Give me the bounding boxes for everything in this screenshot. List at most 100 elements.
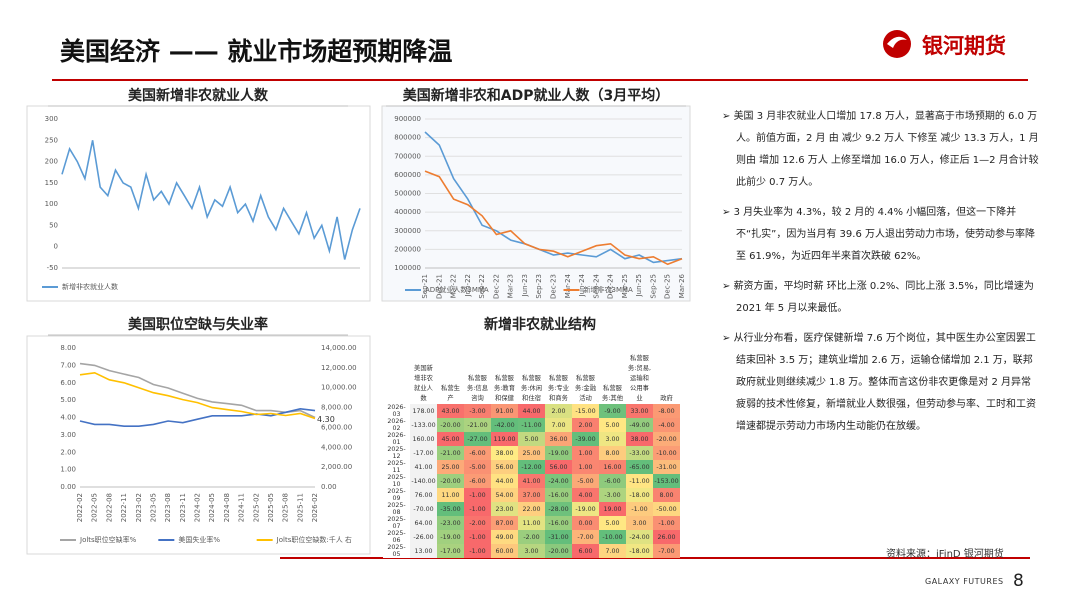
- table-row: 2025-09 76.00 11.00 -1.00 54.00 37.00 -16.00 4.…: [383, 488, 680, 502]
- date-cell: 2025-11: [383, 460, 410, 474]
- y2-tick-label: 2,000.00: [321, 463, 352, 471]
- y-tick-label: 400000: [394, 208, 421, 216]
- x-tick-label: 2022-05: [91, 493, 99, 522]
- date-cell: 2025-12: [383, 446, 410, 460]
- date-cell: 2025-06: [383, 530, 410, 544]
- annotation: 4.30: [317, 415, 335, 424]
- value-cell: 25.00: [437, 460, 464, 474]
- value-cell: 64.00: [410, 516, 437, 530]
- value-cell: 3.00: [518, 544, 545, 558]
- value-cell: -17.00: [410, 446, 437, 460]
- logo-swoosh: [887, 36, 907, 48]
- value-cell: -2.00: [464, 516, 491, 530]
- value-cell: -21.00: [437, 446, 464, 460]
- y-tick-label: 800000: [394, 134, 421, 142]
- y2-tick-label: 8,000.00: [321, 404, 352, 412]
- value-cell: -31.00: [545, 530, 572, 544]
- value-cell: 56.00: [545, 460, 572, 474]
- value-cell: 38.00: [626, 432, 653, 446]
- header-cell: 私营服务:金融活动: [574, 375, 596, 402]
- x-tick-label: Dec-24: [607, 273, 615, 299]
- value-cell: -140.00: [410, 474, 437, 488]
- value-cell: -1.00: [464, 502, 491, 516]
- x-tick-label: 2023-08: [164, 493, 172, 522]
- value-cell: -27.00: [464, 432, 491, 446]
- header-cell: 美国新增非农就业人数: [414, 365, 433, 402]
- table-row: 2025-10 -140.00 -20.00 -6.00 44.00 41.00 -24.0…: [383, 474, 680, 488]
- value-cell: 22.00: [518, 502, 545, 516]
- y-tick-label: 300000: [394, 227, 421, 235]
- date-cell: 2025-09: [383, 488, 410, 502]
- value-cell: 56.00: [491, 460, 518, 474]
- y-tick-label: 3.00: [60, 431, 76, 439]
- value-cell: -42.00: [491, 418, 518, 432]
- header-row: 美国新增非农就业人数 私营生产 私营服务:信息咨询 私营服务:教育和保健 私营服务:休闲…: [383, 340, 680, 404]
- x-tick-label: 2023-11: [179, 493, 187, 522]
- value-cell: 11.00: [437, 488, 464, 502]
- value-cell: -11.00: [518, 418, 545, 432]
- value-cell: 1.00: [572, 460, 599, 474]
- value-cell: -4.00: [653, 418, 680, 432]
- y-tick-label: 200: [45, 158, 58, 166]
- value-cell: -19.00: [545, 446, 572, 460]
- logo-icon: [883, 30, 911, 58]
- value-cell: 16.00: [599, 460, 626, 474]
- value-cell: -18.00: [626, 488, 653, 502]
- x-tick-label: 2022-02: [76, 493, 84, 522]
- x-tick-label: Sep-22: [478, 274, 486, 299]
- value-cell: 41.00: [518, 474, 545, 488]
- value-cell: 8.00: [653, 488, 680, 502]
- table-row: 2025-05 13.00 -17.00 -1.00 60.00 3.00 -20.00 6.…: [383, 544, 680, 558]
- value-cell: -19.00: [572, 502, 599, 516]
- y-tick-label: 700000: [394, 152, 421, 160]
- value-cell: 23.00: [491, 502, 518, 516]
- x-tick-label: 2023-02: [135, 493, 143, 522]
- value-cell: 3.00: [626, 516, 653, 530]
- value-cell: 91.00: [491, 404, 518, 418]
- value-cell: -1.00: [626, 502, 653, 516]
- legend-label: 新增非农3MMA: [584, 285, 634, 294]
- value-cell: 54.00: [491, 488, 518, 502]
- slide-title: 美国经济 —— 就业市场超预期降温: [60, 37, 453, 66]
- value-cell: -12.00: [518, 460, 545, 474]
- x-tick-label: Jun-23: [521, 274, 529, 297]
- table-row: 2025-11 41.00 25.00 -5.00 56.00 -12.00 56.00 1.…: [383, 460, 680, 474]
- bullet-marker: ➢: [722, 111, 734, 122]
- y-tick-label: 600000: [394, 171, 421, 179]
- date-cell: 2026-01: [383, 432, 410, 446]
- value-cell: 45.00: [437, 432, 464, 446]
- x-tick-label: 2024-05: [208, 493, 216, 522]
- table-row: 2026-02 -133.00 -20.00 -21.00 -42.00 -11.00 7.…: [383, 418, 680, 432]
- value-cell: 0.00: [572, 516, 599, 530]
- y-tick-label: 300: [45, 115, 58, 123]
- value-cell: -19.00: [437, 530, 464, 544]
- x-tick-label: 2025-02: [252, 493, 260, 522]
- source-note: 资料来源：iFinD 银河期货: [886, 549, 1004, 560]
- x-tick-label: 2026-02: [311, 493, 319, 522]
- x-tick-label: Mar-23: [507, 274, 515, 298]
- series-line: [79, 362, 316, 419]
- bullet-marker: ➢: [722, 281, 734, 292]
- x-tick-label: Sep-24: [592, 273, 600, 298]
- value-cell: -21.00: [464, 418, 491, 432]
- x-tick-label: Jun-25: [635, 274, 643, 297]
- value-cell: 43.00: [437, 404, 464, 418]
- x-tick-label: Dec-21: [435, 274, 443, 299]
- value-cell: -6.00: [464, 446, 491, 460]
- value-cell: 87.00: [491, 516, 518, 530]
- value-cell: 2.00: [545, 404, 572, 418]
- header-cell: 政府: [660, 395, 673, 402]
- date-cell: 2025-07: [383, 516, 410, 530]
- value-cell: -39.00: [572, 432, 599, 446]
- value-cell: -153.00: [653, 474, 680, 488]
- value-cell: -5.00: [572, 474, 599, 488]
- table-row: 2026-03 178.00 43.00 -3.00 91.00 44.00 2.00 -15…: [383, 404, 680, 418]
- x-tick-label: Mar-24: [564, 273, 572, 298]
- value-cell: -9.00: [599, 404, 626, 418]
- brand: GALAXY FUTURES: [925, 577, 1004, 586]
- y-tick-label: 0: [54, 243, 58, 251]
- value-cell: -10.00: [599, 530, 626, 544]
- value-cell: 19.00: [599, 502, 626, 516]
- value-cell: -15.00: [572, 404, 599, 418]
